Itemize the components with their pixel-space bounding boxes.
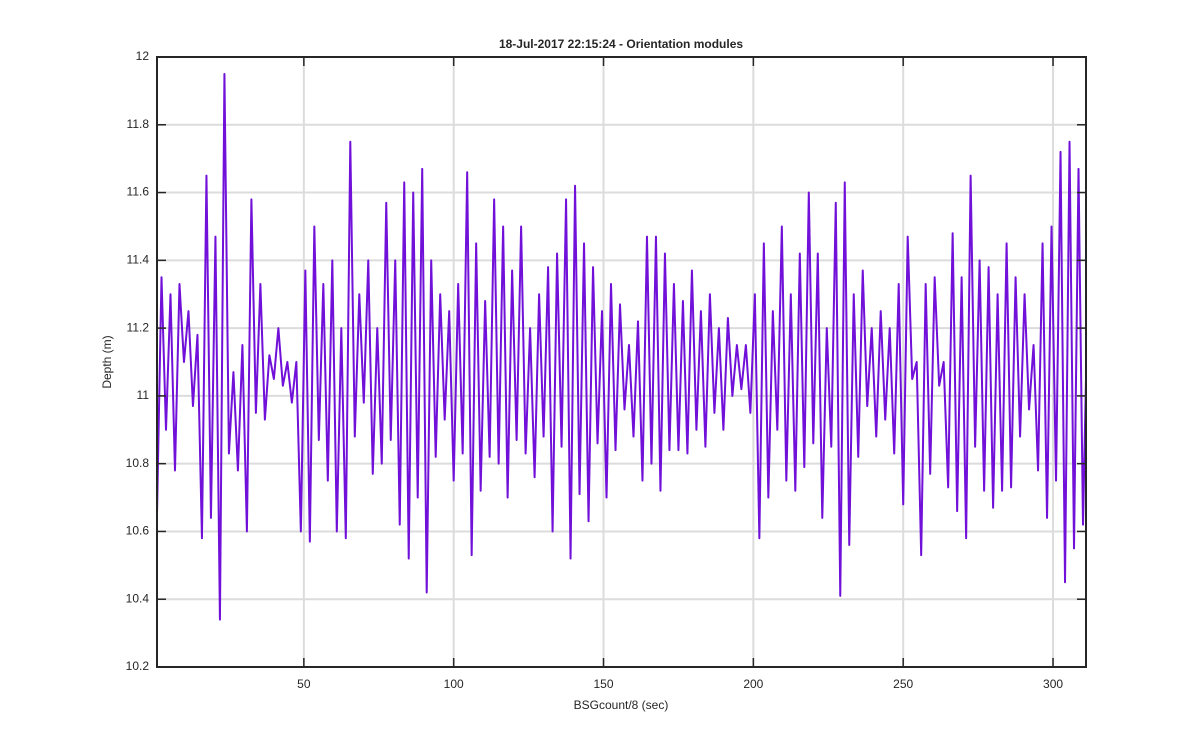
y-tick-label: 10.6 <box>126 524 150 538</box>
x-tick-label: 150 <box>594 677 614 691</box>
x-tick-label: 100 <box>444 677 464 691</box>
x-axis-label: BSGcount/8 (sec) <box>574 698 669 712</box>
y-tick-label: 10.2 <box>126 659 150 673</box>
x-tick-label: 250 <box>893 677 913 691</box>
y-tick-label: 10.8 <box>126 456 150 470</box>
y-tick-label: 11.8 <box>127 117 150 131</box>
y-tick-label: 11.4 <box>127 253 150 267</box>
x-tick-label: 200 <box>743 677 763 691</box>
x-tick-label: 300 <box>1043 677 1063 691</box>
y-tick-label: 10.4 <box>126 591 150 605</box>
y-tick-label: 11.6 <box>127 185 150 199</box>
y-axis-label: Depth (m) <box>100 335 114 388</box>
data-line <box>156 72 1087 621</box>
plot-frame <box>156 56 1087 668</box>
y-tick-label: 12 <box>136 49 150 63</box>
chart-title: 18-Jul-2017 22:15:24 - Orientation modul… <box>499 37 743 51</box>
y-tick-label: 11.2 <box>127 320 150 334</box>
x-tick-label: 50 <box>297 677 311 691</box>
y-tick-label: 11 <box>137 388 150 402</box>
